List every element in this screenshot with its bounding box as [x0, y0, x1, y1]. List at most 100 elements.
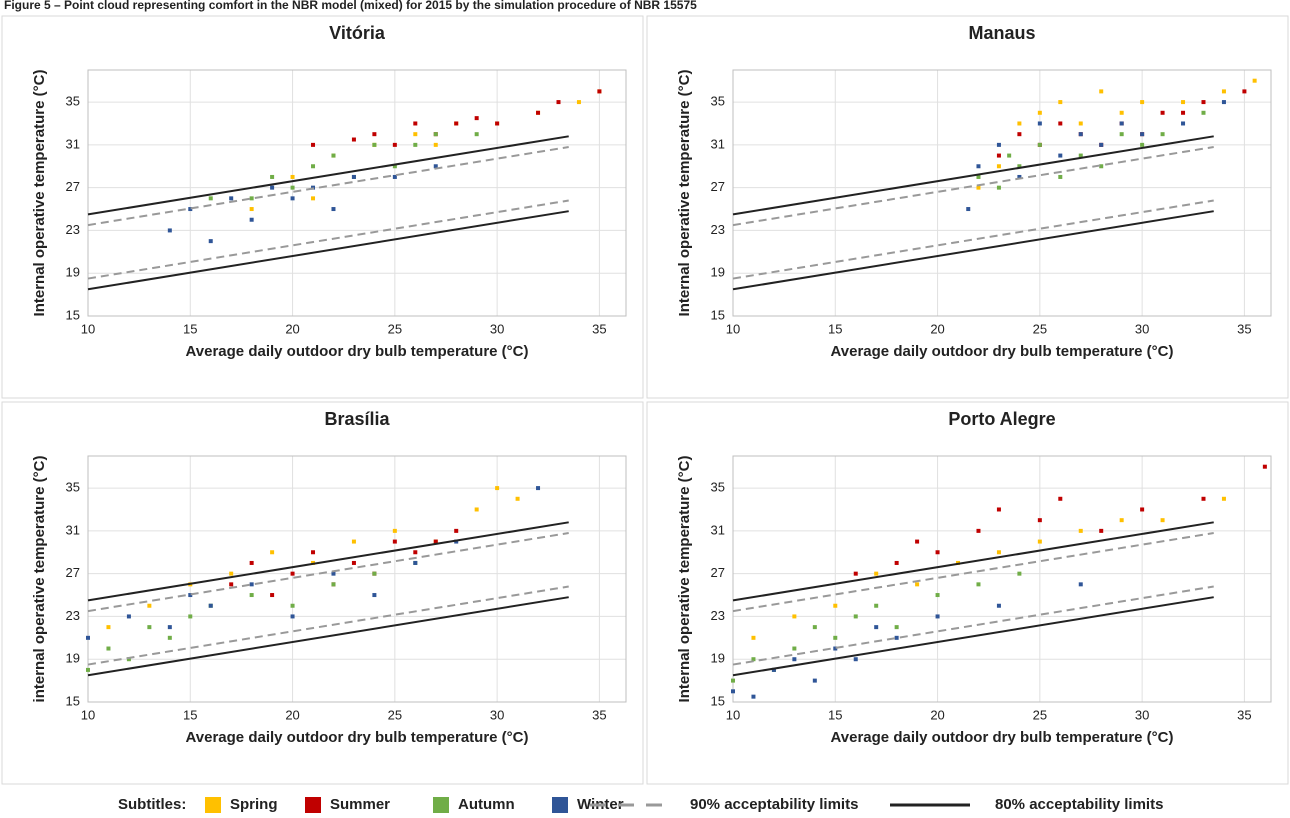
x-tick-label: 10 [726, 321, 740, 336]
point [1058, 174, 1063, 179]
point [976, 528, 981, 533]
chart-title: Vitória [329, 23, 386, 43]
point [270, 185, 275, 190]
limit-line [87, 146, 569, 280]
point [1140, 132, 1145, 137]
point [853, 657, 858, 662]
point [1099, 164, 1104, 169]
point [433, 142, 438, 147]
x-tick-label: 20 [930, 321, 944, 336]
point [454, 528, 459, 533]
point [351, 174, 356, 179]
point [731, 689, 735, 694]
point [290, 174, 295, 179]
point [249, 560, 254, 565]
x-tick-label: 20 [285, 707, 299, 722]
point [1181, 110, 1186, 115]
y-axis-label: internal operative temperature (°C) [31, 456, 48, 703]
x-axis-label: Average daily outdoor dry bulb temperatu… [831, 729, 1174, 746]
point [413, 121, 418, 126]
y-tick-label: 35 [66, 94, 80, 109]
point [935, 614, 940, 619]
point [1221, 100, 1226, 105]
point [392, 528, 397, 533]
point [976, 582, 981, 587]
point [351, 539, 356, 544]
point [966, 207, 971, 212]
x-tick-label: 20 [930, 707, 944, 722]
legend-label: 80% acceptability limits [995, 796, 1163, 813]
point [1140, 142, 1145, 147]
point [413, 550, 418, 555]
point [270, 550, 275, 555]
legend-title: Subtitles: [118, 796, 186, 813]
x-tick-label: 15 [183, 321, 197, 336]
point [1262, 464, 1267, 469]
point [229, 196, 234, 201]
point [597, 89, 602, 94]
legend-swatch [305, 797, 321, 813]
panel [646, 401, 1289, 785]
x-tick-label: 10 [81, 707, 95, 722]
point [311, 142, 316, 147]
point [270, 593, 275, 598]
x-tick-label: 30 [490, 707, 504, 722]
point [126, 614, 131, 619]
point [1078, 153, 1083, 158]
limit-line [732, 521, 1214, 677]
point [751, 657, 756, 662]
point [1252, 78, 1257, 83]
point [915, 539, 920, 544]
point [372, 142, 377, 147]
point [1037, 110, 1042, 115]
point [1221, 89, 1226, 94]
panel [1, 401, 644, 785]
point [1017, 121, 1022, 126]
point [853, 571, 858, 576]
point [392, 142, 397, 147]
point [515, 496, 520, 501]
point [1058, 153, 1063, 158]
point [433, 132, 438, 137]
point [290, 614, 295, 619]
chart-title: Brasília [324, 409, 390, 429]
x-tick-label: 25 [1033, 707, 1047, 722]
limit-line [732, 135, 1214, 291]
point [556, 100, 561, 105]
point [126, 657, 131, 662]
point [413, 132, 418, 137]
point [290, 603, 295, 608]
y-tick-label: 15 [711, 693, 725, 708]
point [935, 550, 940, 555]
limit-line [87, 135, 569, 291]
y-tick-label: 27 [711, 565, 725, 580]
point [1119, 121, 1124, 126]
point [290, 196, 295, 201]
point [1037, 518, 1042, 523]
y-tick-label: 19 [66, 265, 80, 280]
legend-label: 90% acceptability limits [690, 796, 858, 813]
point [1078, 121, 1083, 126]
legend-swatch [552, 797, 568, 813]
point [1017, 132, 1022, 137]
x-tick-label: 15 [828, 707, 842, 722]
y-axis-label: Internal operative temperature (°C) [31, 70, 48, 317]
point [249, 196, 254, 201]
point [996, 153, 1001, 158]
y-tick-label: 19 [711, 651, 725, 666]
point [996, 185, 1001, 190]
point [392, 539, 397, 544]
point [792, 614, 797, 619]
y-tick-label: 35 [711, 94, 725, 109]
point [167, 635, 172, 640]
point [372, 593, 377, 598]
point [1099, 528, 1104, 533]
point [833, 635, 838, 640]
point [495, 486, 500, 491]
point [331, 207, 336, 212]
point [833, 603, 838, 608]
point [1037, 142, 1042, 147]
x-tick-label: 35 [592, 707, 606, 722]
plot-border [87, 455, 627, 703]
point [1119, 518, 1124, 523]
